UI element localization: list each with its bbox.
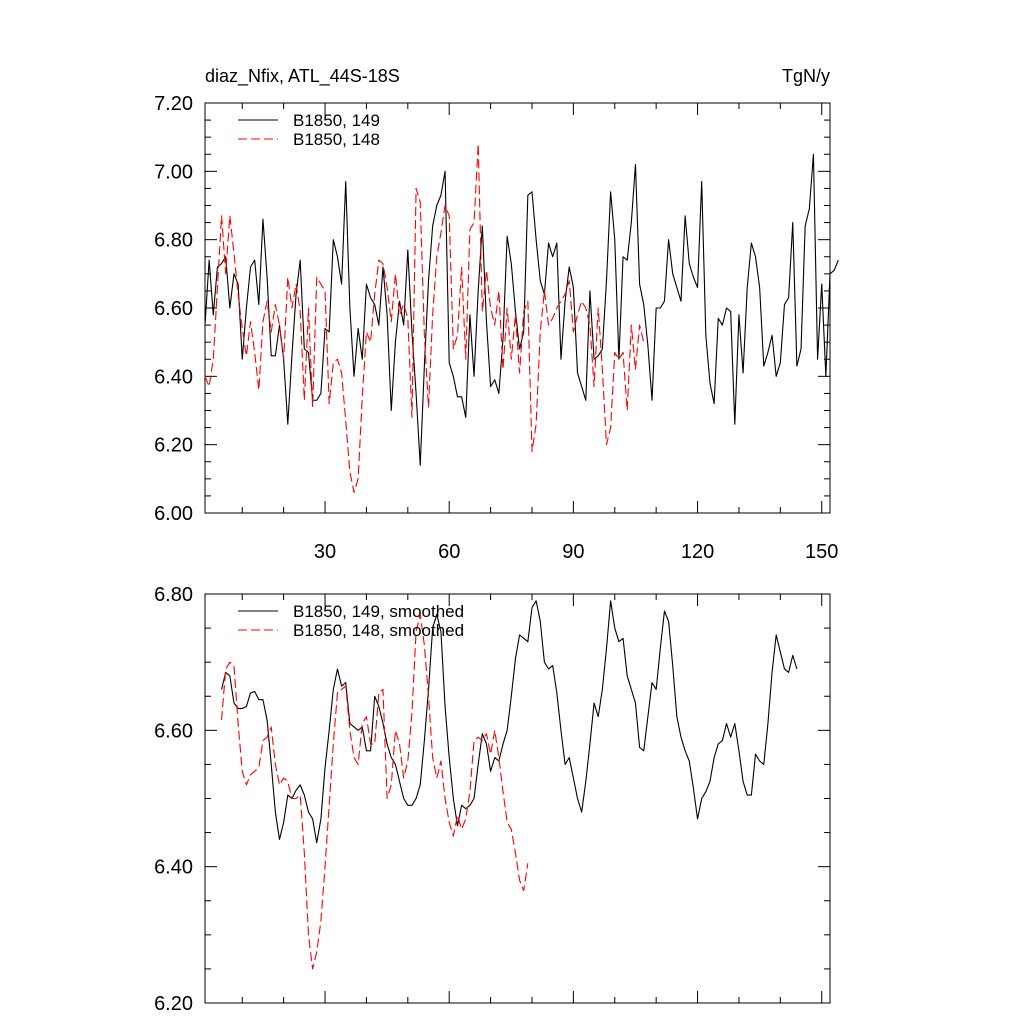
y-tick-label: 6.20: [154, 993, 193, 1015]
x-tick-label: 150: [805, 541, 838, 563]
y-tick-label: 6.00: [154, 503, 193, 525]
x-tick-label: 60: [438, 541, 460, 563]
series-line-0: [221, 600, 798, 844]
y-tick-label: 6.20: [154, 435, 193, 457]
series-line-1: [204, 143, 645, 494]
legend-label: B1850, 149, smoothed: [293, 602, 464, 621]
plot-frame: [204, 102, 831, 514]
y-tick-label: 6.80: [154, 230, 193, 252]
y-tick-label: 6.60: [154, 720, 193, 742]
y-tick-label: 7.00: [154, 161, 193, 183]
units-label: TgN/y: [782, 66, 830, 86]
y-tick-label: 6.40: [154, 857, 193, 879]
x-tick-label: 90: [562, 541, 584, 563]
series-line-0: [204, 153, 839, 466]
legend-label: B1850, 149: [293, 111, 380, 130]
plot-frame: [204, 593, 831, 1004]
y-tick-label: 6.40: [154, 366, 193, 388]
x-tick-label: 120: [681, 541, 714, 563]
bottom-panel: 6.20 6.40 6.60 6.80 B1850, 149, smoothedB185…: [154, 584, 831, 1015]
x-tick-label: 30: [314, 541, 336, 563]
series-line-1: [221, 613, 529, 970]
y-tick-label: 6.60: [154, 298, 193, 320]
legend-label: B1850, 148: [293, 130, 380, 149]
top-panel: 30 60 90 120 150 6.00 6.20 6.40 6.60 6.80 7.00 7.20…: [154, 66, 839, 563]
y-tick-label: 6.80: [154, 584, 193, 606]
y-tick-label: 7.20: [154, 93, 193, 115]
chart-title: diaz_Nfix, ATL_44S-18S: [205, 66, 400, 87]
legend-label: B1850, 148, smoothed: [293, 621, 464, 640]
